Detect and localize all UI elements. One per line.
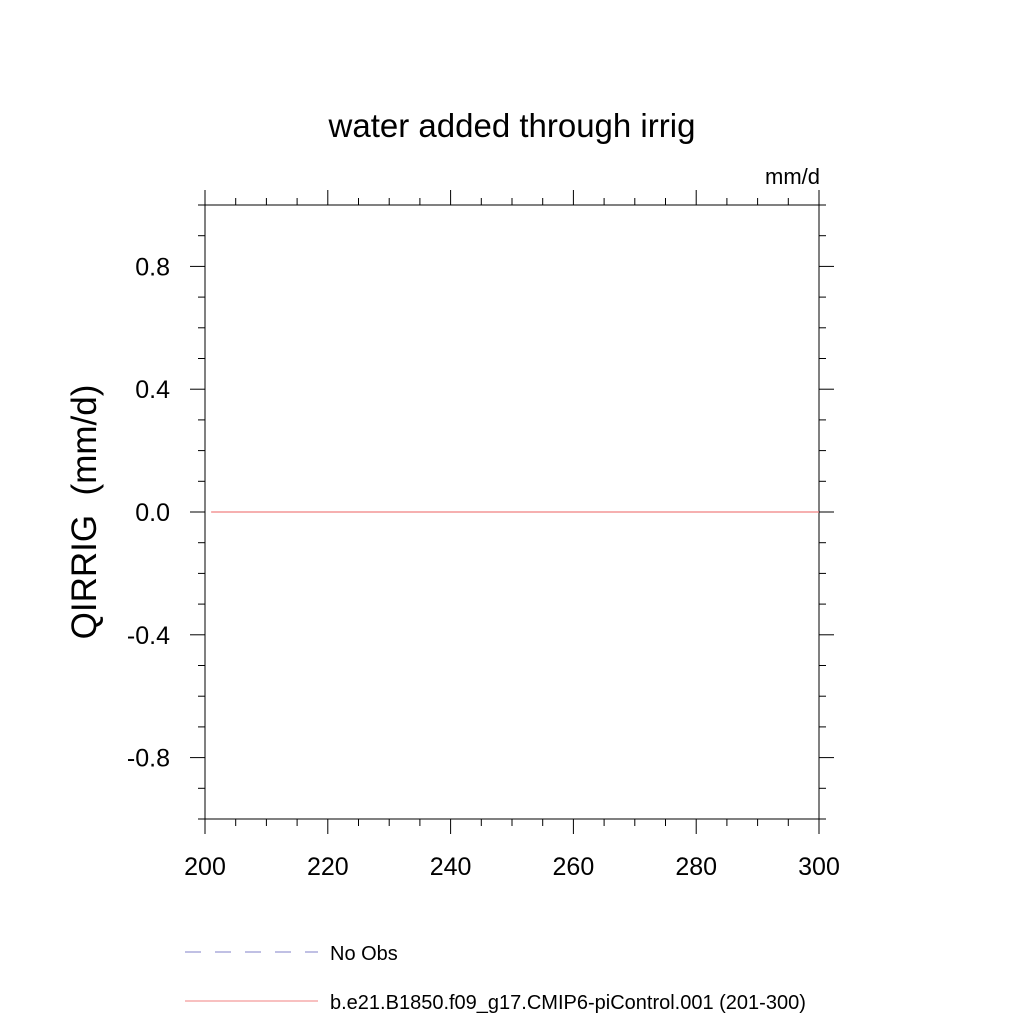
y-axis-label: QIRRIG (mm/d) [65, 385, 104, 640]
axis-ticks: 200 220 240 260 280 300 -0.8 -0.4 0.0 0.4 0.8 [127, 190, 840, 881]
y-tick-label: 0.8 [135, 253, 170, 281]
x-tick-label: 220 [307, 853, 349, 881]
x-tick-label: 300 [798, 853, 840, 881]
y-tick-label: 0.0 [135, 499, 170, 527]
chart-title: water added through irrig [328, 107, 696, 144]
y-tick-label: -0.8 [127, 745, 170, 773]
x-tick-label: 200 [184, 853, 226, 881]
units-label: mm/d [765, 164, 820, 189]
x-tick-label: 240 [430, 853, 472, 881]
x-tick-label: 260 [553, 853, 595, 881]
legend-label: No Obs [330, 943, 398, 965]
legend-label: b.e21.B1850.f09_g17.CMIP6-piControl.001 … [330, 992, 806, 1014]
x-tick-label: 280 [675, 853, 717, 881]
y-tick-label: -0.4 [127, 622, 170, 650]
legend: No Obs b.e21.B1850.f09_g17.CMIP6-piContro… [185, 943, 806, 1014]
y-tick-label: 0.4 [135, 376, 170, 404]
